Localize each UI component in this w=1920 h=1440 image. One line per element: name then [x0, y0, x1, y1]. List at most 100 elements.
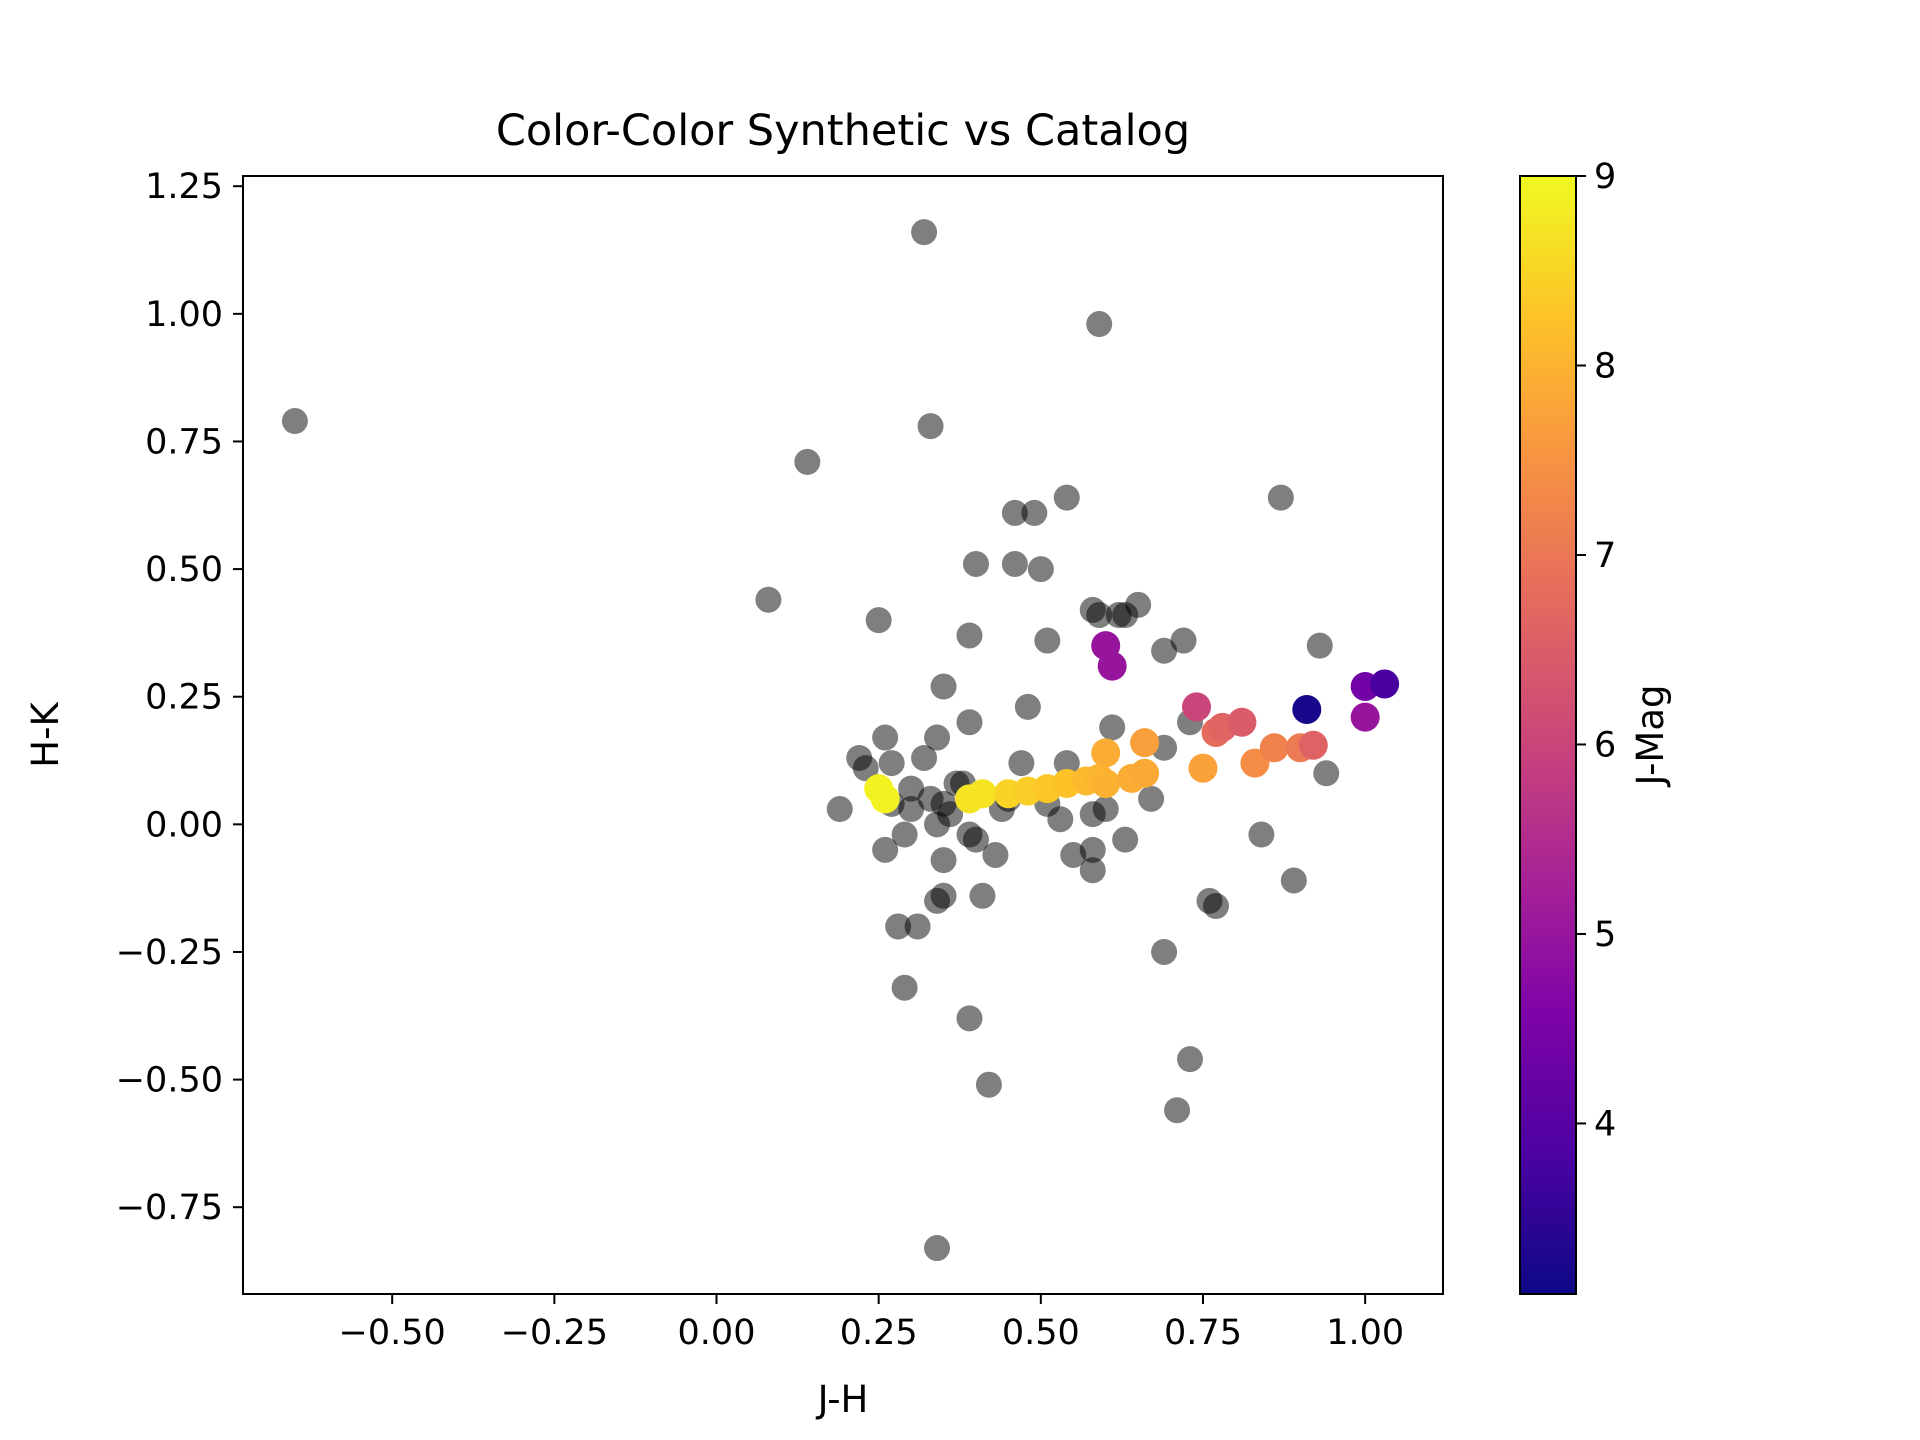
catalog-point	[281, 408, 308, 435]
catalog-point	[962, 550, 989, 577]
synthetic-point	[967, 779, 997, 809]
catalog-point	[924, 1235, 951, 1262]
catalog-point	[755, 586, 782, 613]
synthetic-point	[1182, 692, 1212, 722]
colorbar-tick-label: 5	[1594, 915, 1616, 955]
catalog-point	[1151, 938, 1178, 965]
catalog-point	[969, 882, 996, 909]
catalog-point	[1001, 499, 1028, 526]
catalog-point	[1099, 714, 1126, 741]
synthetic-point	[1091, 738, 1121, 768]
catalog-point	[1151, 637, 1178, 664]
catalog-point	[826, 796, 853, 823]
catalog-point	[956, 622, 983, 649]
x-tick-label: 0.00	[678, 1313, 756, 1353]
catalog-point	[904, 913, 931, 940]
y-tick-label: 1.00	[145, 295, 223, 335]
catalog-point	[872, 724, 899, 751]
catalog-point	[885, 913, 912, 940]
catalog-point	[1202, 893, 1229, 920]
synthetic-point	[1097, 651, 1127, 681]
synthetic-point	[1292, 694, 1322, 724]
synthetic-point	[870, 784, 900, 814]
y-axis-label: H-K	[24, 701, 67, 768]
y-tick-label: −0.50	[116, 1061, 223, 1101]
colorbar-ticks: 4 5 6 7 8 9	[1576, 157, 1616, 1144]
catalog-point	[911, 744, 938, 771]
catalog-point	[1060, 841, 1087, 868]
catalog-point	[1079, 836, 1106, 863]
catalog-point	[1021, 499, 1048, 526]
catalog-point	[924, 724, 951, 751]
catalog-point	[1014, 693, 1041, 720]
y-axis-ticks: −0.75 −0.50 −0.25 0.00 0.25 0.50 0.75 1.00 1.25	[116, 167, 243, 1228]
x-axis-label: J-H	[816, 1378, 869, 1421]
catalog-point	[1001, 550, 1028, 577]
catalog-point	[962, 826, 989, 853]
catalog-point	[1053, 750, 1080, 777]
colorbar-label: J-Mag	[1629, 684, 1672, 787]
points-layer	[281, 219, 1400, 1262]
synthetic-point	[1370, 669, 1400, 699]
y-tick-label: −0.25	[116, 933, 223, 973]
x-tick-label: 1.00	[1326, 1313, 1404, 1353]
catalog-point	[1170, 627, 1197, 654]
catalog-point	[1092, 796, 1119, 823]
catalog-point	[956, 709, 983, 736]
x-axis-ticks: −0.50 −0.25 0.00 0.25 0.50 0.75 1.00	[339, 1294, 1404, 1353]
catalog-point	[1053, 484, 1080, 511]
catalog-point	[1164, 1097, 1191, 1124]
synthetic-point	[1188, 753, 1218, 783]
y-tick-label: 1.25	[145, 167, 223, 207]
y-tick-label: 0.50	[145, 550, 223, 590]
catalog-point	[891, 821, 918, 848]
catalog-point	[878, 750, 905, 777]
synthetic-point	[1130, 758, 1160, 788]
catalog-point	[1047, 806, 1074, 833]
colorbar-tick-label: 4	[1594, 1104, 1616, 1144]
catalog-point	[911, 219, 938, 246]
catalog-point	[891, 974, 918, 1001]
y-tick-label: −0.75	[116, 1188, 223, 1228]
synthetic-point	[1227, 707, 1257, 737]
catalog-point	[1306, 632, 1333, 659]
catalog-point	[1027, 556, 1054, 583]
catalog-point	[872, 836, 899, 863]
catalog-point	[917, 413, 944, 440]
x-tick-label: −0.25	[501, 1313, 608, 1353]
x-tick-label: 0.50	[1002, 1313, 1080, 1353]
x-tick-label: −0.50	[339, 1313, 446, 1353]
colorbar	[1519, 175, 1577, 1295]
catalog-point	[1034, 627, 1061, 654]
catalog-point	[1313, 760, 1340, 787]
x-tick-label: 0.75	[1164, 1313, 1242, 1353]
catalog-point	[898, 796, 925, 823]
catalog-point	[1112, 826, 1139, 853]
catalog-point	[924, 811, 951, 838]
plot-frame	[242, 175, 1444, 1295]
colorbar-tick-label: 8	[1594, 346, 1616, 386]
catalog-point	[1177, 1046, 1204, 1073]
catalog-point	[924, 887, 951, 914]
catalog-point	[1138, 785, 1165, 812]
synthetic-point	[1298, 730, 1328, 760]
colorbar-tick-label: 6	[1594, 725, 1616, 765]
catalog-point	[1086, 311, 1113, 338]
chart-title: Color-Color Synthetic vs Catalog	[496, 106, 1190, 156]
catalog-point	[865, 607, 892, 634]
synthetic-point	[1259, 733, 1289, 763]
y-tick-label: 0.75	[145, 422, 223, 462]
synthetic-point	[1240, 748, 1270, 778]
catalog-point	[1267, 484, 1294, 511]
synthetic-point	[1130, 728, 1160, 758]
catalog-point	[1125, 591, 1152, 618]
catalog-point	[852, 755, 879, 782]
catalog-point	[898, 775, 925, 802]
catalog-point	[982, 841, 1009, 868]
catalog-point	[1079, 857, 1106, 884]
synthetic-point	[1091, 768, 1121, 798]
catalog-point	[975, 1071, 1002, 1098]
catalog-point	[1086, 602, 1113, 629]
catalog-point	[1280, 867, 1307, 894]
